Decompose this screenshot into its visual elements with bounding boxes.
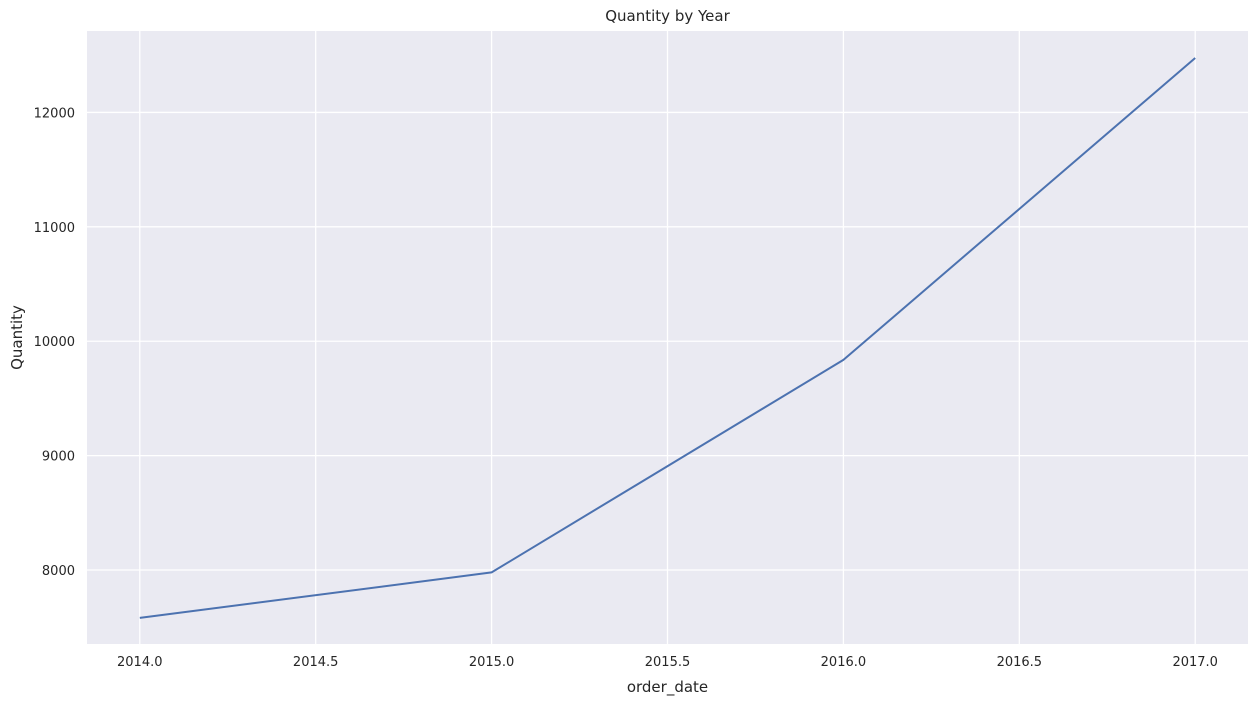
x-axis-title: order_date [627,678,708,697]
x-tick-label: 2015.5 [645,655,691,670]
x-tick-label: 2015.0 [469,655,515,670]
y-tick-label: 9000 [42,450,75,465]
x-tick-label: 2014.5 [293,655,339,670]
x-tick-label: 2016.5 [997,655,1043,670]
y-axis-title: Quantity [8,305,26,370]
series-line [139,57,1196,619]
x-tick-label: 2014.0 [117,655,163,670]
chart-title: Quantity by Year [605,7,730,25]
y-tick-label: 12000 [34,106,75,121]
y-tick-label: 10000 [34,335,75,350]
y-tick-label: 8000 [42,564,75,579]
y-axis-ticks: 8000 9000 10000 11000 12000 [34,106,75,579]
x-tick-label: 2017.0 [1172,655,1218,670]
x-axis-ticks: 2014.0 2014.5 2015.0 2015.5 2016.0 2016.5 2017… [117,655,1218,670]
grid-lines [87,31,1248,644]
y-tick-label: 11000 [34,221,75,236]
series-layer [139,57,1196,619]
x-tick-label: 2016.0 [821,655,867,670]
